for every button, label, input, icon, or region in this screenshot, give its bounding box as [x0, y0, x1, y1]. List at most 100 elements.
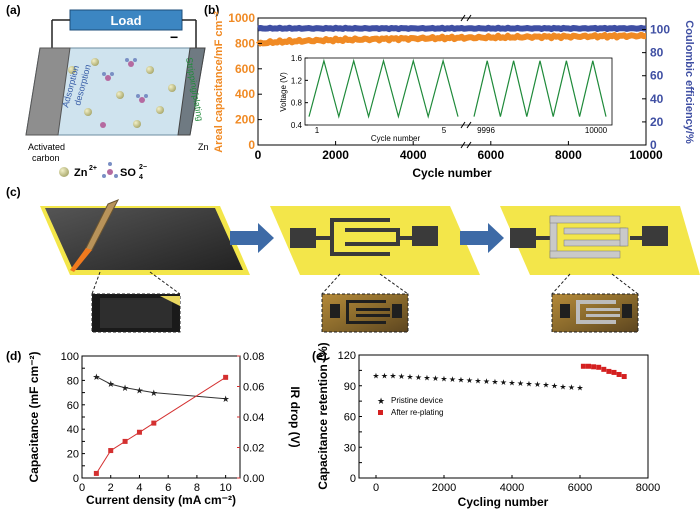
chart-b-inset: 0.4 0.8 1.2 1.6 1 5 9996 10000 Cycle number Volta… [279, 14, 613, 149]
chart-e-axes: 0 2000 4000 6000 8000 0 30 60 90 120 [338, 350, 661, 494]
inset-xtick-label-0: 1 [315, 126, 320, 135]
step1-scraper-tip [70, 248, 92, 272]
chart-e-ytick-label-6: 90 [344, 381, 356, 393]
chart-e-xtick-label-0: 0 [373, 482, 379, 494]
inset-break-1 [460, 121, 466, 129]
chart-b-series-1 [257, 24, 647, 33]
chart-d-xtick-label-4: 8 [194, 482, 200, 494]
chart-b-ytick-right-label-4: 80 [650, 46, 664, 60]
chart-e-point-0-8: ★ [440, 374, 447, 383]
panel-a-label: (a) [6, 3, 21, 17]
chart-b-xtick-label-2: 4000 [400, 148, 427, 162]
chart-d-xlabel: Current density (mA cm⁻²) [86, 493, 236, 507]
panel-d: (d) 0 2 4 6 8 100204060801000.000.020.040.060… [6, 349, 302, 507]
chart-d-point-0-5: ★ [222, 395, 230, 405]
chart-e-point-0-7: ★ [432, 374, 439, 383]
chart-d-xtick-label-1: 2 [108, 482, 114, 494]
sulfate-sub: 4 [139, 174, 143, 181]
chart-d-ytick-left-label-6: 60 [67, 400, 79, 412]
inset-xtick-label-1: 5 [442, 126, 447, 135]
sulfate-icon [102, 162, 118, 178]
inset-ylabel: Voltage (V) [279, 72, 288, 112]
chart-e-point-1-4 [601, 366, 607, 372]
chart-b-xtick-label-3: 6000 [477, 148, 504, 162]
chart-b-xtick-label-5: 10000 [629, 148, 663, 162]
chart-e-point-0-19: ★ [534, 380, 541, 389]
zn-ion-icon [59, 167, 69, 177]
chart-b-ytick-left-label-1: 200 [235, 113, 255, 127]
chart-e-point-0-23: ★ [568, 383, 575, 392]
chart-d-ytick-left-label-8: 80 [67, 375, 79, 387]
chart-b-frame [257, 17, 647, 146]
chart-b-ytick-right-label-0: 0 [650, 138, 657, 152]
chart-b-marks [256, 24, 647, 47]
chart-e-point-1-1 [586, 363, 591, 369]
chart-e-ylabel: Capacitance retention (%) [316, 342, 330, 489]
chart-d-line-0 [96, 376, 226, 400]
step1-zoom-substrate [160, 296, 180, 306]
inset-xlabel: Cycle number [371, 134, 421, 143]
chart-e-point-0-17: ★ [517, 379, 524, 388]
step2-zoom-line-right [379, 273, 409, 295]
chart-d-xtick-label-0: 0 [79, 482, 85, 494]
chart-e-point-0-14: ★ [491, 377, 498, 386]
chart-b-ytick-right-label-3: 60 [650, 69, 664, 83]
chart-b-series-0 [256, 31, 647, 47]
chart-d-point-1-4 [151, 420, 157, 426]
chart-b-xtick-label-4: 8000 [555, 148, 582, 162]
electrolyte-particles [68, 58, 176, 128]
chart-d-point-0-2: ★ [121, 384, 129, 394]
chart-b-xtick-label-1: 2000 [322, 148, 349, 162]
chart-d-ytick-left-label-0: 0 [73, 473, 79, 485]
chart-e-xtick-label-3: 6000 [568, 482, 592, 494]
step2-zoom-pattern [330, 300, 402, 324]
chart-d-frame [81, 355, 241, 479]
panel-b-label: (b) [204, 3, 219, 17]
chart-e-point-0-21: ★ [551, 382, 558, 391]
inset-ytick-label-0: 0.4 [291, 121, 303, 130]
inset-frame [304, 57, 613, 126]
chart-b-ytick-left-label-2: 400 [235, 87, 255, 101]
chart-b-ytick-left-label-4: 800 [235, 36, 255, 50]
chart-e-point-0-20: ★ [542, 381, 549, 390]
chart-e-point-0-18: ★ [525, 380, 532, 389]
step1-zoom-line-left [91, 271, 101, 295]
chart-e-ytick-label-4: 60 [344, 412, 356, 424]
chart-e-point-0-6: ★ [423, 373, 430, 382]
panel-e-label: (e) [312, 349, 327, 363]
chart-e-xtick-label-2: 4000 [500, 482, 524, 494]
zn-ion-charge: 2+ [89, 165, 97, 172]
minus-sign: − [170, 29, 178, 45]
chart-b-xtick-label-0: 0 [255, 148, 262, 162]
chart-e-legend: ★ Pristine device After re-plating [377, 396, 444, 417]
chart-e-point-1-7 [616, 371, 622, 377]
step1-zoom-line-right [149, 271, 181, 295]
chart-d-point-0-4: ★ [150, 389, 158, 399]
chart-e-point-0-11: ★ [466, 376, 473, 385]
inset-ytick-label-1: 0.8 [291, 99, 303, 108]
chart-b-ytick-right-label-5: 100 [650, 23, 670, 37]
zn-ion-text: Zn [74, 167, 88, 179]
chart-e-point-0-16: ★ [508, 378, 515, 387]
chart-d-xtick-label-3: 6 [165, 482, 171, 494]
legend-replating-marker [378, 410, 383, 415]
step2-zoom-line-left [321, 273, 341, 295]
chart-d-ytick-right-label-4: 0.08 [243, 351, 264, 363]
chart-e-ytick-label-0: 0 [350, 473, 356, 485]
chart-e-point-1-3 [596, 364, 602, 370]
chart-b-ytick-right-label-2: 40 [650, 92, 664, 106]
chart-b-axes: 0 2000 4000 6000 8000 10000020040060080010000… [228, 11, 670, 162]
chart-d-line-1 [95, 376, 226, 474]
chart-e-point-0-22: ★ [559, 383, 566, 392]
step3-zoom-line-left [551, 273, 571, 295]
legend-replating-label: After re-plating [391, 408, 443, 417]
inset-voltage-left [308, 58, 459, 119]
chart-e-point-1-0 [580, 363, 586, 369]
chart-e-point-1-2 [591, 364, 597, 370]
arrow-1 [230, 223, 274, 253]
chart-b-xlabel: Cycle number [412, 166, 492, 180]
panel-c-label: (c) [6, 185, 21, 199]
axis-break-4 [466, 14, 472, 22]
chart-b-ytick-left-label-5: 1000 [228, 11, 255, 25]
